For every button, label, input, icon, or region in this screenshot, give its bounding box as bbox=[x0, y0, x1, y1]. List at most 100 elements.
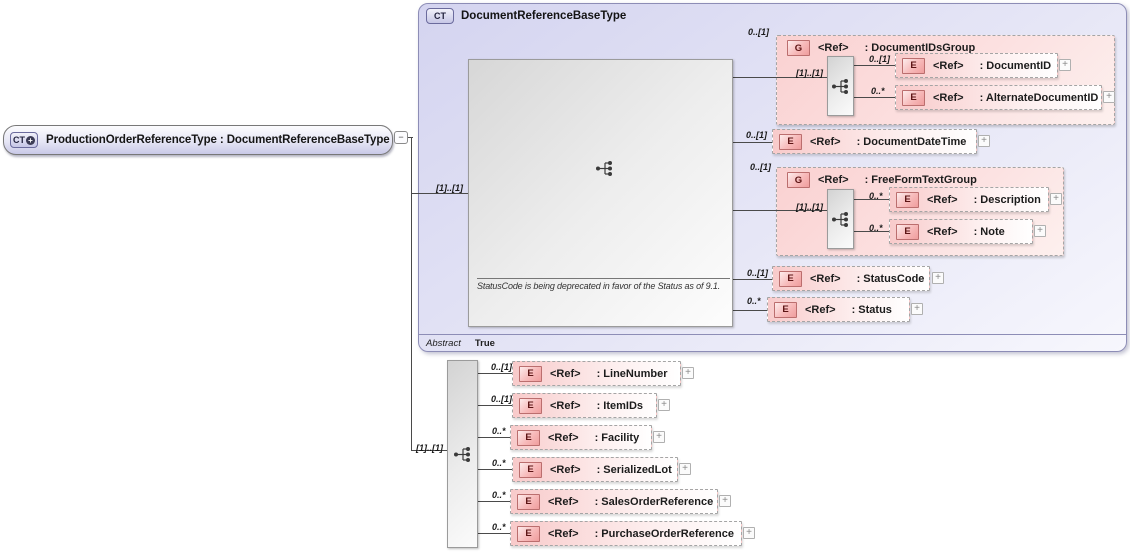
cardinality-label: 0..[1] bbox=[869, 54, 891, 64]
group-name: : DocumentIDsGroup bbox=[864, 42, 976, 54]
group-name: : FreeFormTextGroup bbox=[864, 174, 977, 186]
element-badge: E bbox=[517, 493, 540, 510]
element-name: : DocumentID bbox=[979, 59, 1052, 72]
element-purchase-order-reference[interactable]: E <Ref> : PurchaseOrderReference bbox=[510, 521, 742, 546]
expand-button[interactable]: + bbox=[911, 303, 923, 315]
ref-label: <Ref> bbox=[550, 463, 581, 476]
cardinality-label: 0..* bbox=[747, 296, 761, 306]
expand-button[interactable]: + bbox=[978, 135, 990, 147]
element-badge: E bbox=[902, 89, 925, 106]
element-status-code[interactable]: E <Ref> : StatusCode bbox=[772, 266, 930, 291]
expand-button[interactable]: + bbox=[679, 463, 691, 475]
cardinality-label: [1]..[1] bbox=[796, 68, 823, 78]
element-document-date-time[interactable]: E <Ref> : DocumentDateTime bbox=[772, 129, 977, 154]
cardinality-label: [1]..[1] bbox=[416, 443, 443, 453]
ref-label: <Ref> bbox=[550, 399, 581, 412]
connector-line bbox=[732, 210, 827, 211]
cardinality-label: 0..* bbox=[492, 522, 506, 532]
expand-button[interactable]: + bbox=[743, 527, 755, 539]
connector-line bbox=[854, 97, 895, 98]
element-note[interactable]: E <Ref> : Note bbox=[889, 219, 1033, 244]
cardinality-label: 0..[1] bbox=[746, 130, 768, 140]
expand-button[interactable]: + bbox=[682, 367, 694, 379]
element-badge: E bbox=[896, 223, 919, 240]
element-badge: E bbox=[896, 191, 919, 208]
expand-button[interactable]: + bbox=[1103, 91, 1115, 103]
element-name: : Note bbox=[973, 225, 1005, 238]
cardinality-label: 0..* bbox=[871, 86, 885, 96]
root-type-box[interactable]: CT + ProductionOrderReferenceType : Docum… bbox=[3, 125, 393, 155]
content-model-box[interactable]: StatusCode is being deprecated in favor … bbox=[468, 59, 733, 327]
sequence-compositor[interactable] bbox=[447, 360, 478, 548]
element-sales-order-reference[interactable]: E <Ref> : SalesOrderReference bbox=[510, 489, 718, 514]
expand-button[interactable]: + bbox=[932, 272, 944, 284]
connector-line bbox=[478, 437, 510, 438]
expand-button[interactable]: + bbox=[658, 399, 670, 411]
connector-line bbox=[854, 231, 889, 232]
element-document-id[interactable]: E <Ref> : DocumentID bbox=[895, 53, 1058, 78]
cardinality-label: [1]..[1] bbox=[436, 183, 463, 193]
connector-line bbox=[411, 137, 412, 451]
element-name: : SerializedLot bbox=[596, 463, 672, 476]
element-badge: E bbox=[779, 133, 802, 150]
facet-label: Abstract bbox=[426, 338, 461, 349]
element-badge: E bbox=[774, 301, 797, 318]
element-line-number[interactable]: E <Ref> : LineNumber bbox=[512, 361, 681, 386]
connector-line bbox=[732, 310, 768, 311]
ref-label: <Ref> bbox=[810, 272, 841, 285]
cardinality-label: 0..* bbox=[869, 223, 883, 233]
element-status[interactable]: E <Ref> : Status bbox=[767, 297, 910, 322]
plus-circle-icon: + bbox=[26, 135, 35, 145]
cardinality-label: 0..* bbox=[492, 490, 506, 500]
connector-line bbox=[478, 469, 512, 470]
ref-label: <Ref> bbox=[550, 367, 581, 380]
element-badge: E bbox=[519, 461, 542, 478]
element-alternate-document-id[interactable]: E <Ref> : AlternateDocumentID bbox=[895, 85, 1102, 110]
expand-button[interactable]: + bbox=[653, 431, 665, 443]
cardinality-label: 0..* bbox=[869, 191, 883, 201]
expand-button[interactable]: + bbox=[1050, 193, 1062, 205]
element-item-ids[interactable]: E <Ref> : ItemIDs bbox=[512, 393, 657, 418]
cardinality-label: 0..[1] bbox=[750, 162, 772, 172]
complex-type-icon: CT bbox=[426, 8, 454, 24]
ref-label: <Ref> bbox=[933, 91, 964, 104]
connector-line bbox=[408, 137, 413, 138]
connector-line bbox=[732, 77, 827, 78]
element-name: : Description bbox=[973, 193, 1041, 206]
connector-line bbox=[478, 533, 510, 534]
element-badge: E bbox=[519, 397, 542, 414]
group-header: G <Ref> : DocumentIDsGroup bbox=[777, 36, 1114, 56]
element-badge: E bbox=[517, 525, 540, 542]
element-name: : LineNumber bbox=[596, 367, 668, 380]
collapse-toggle[interactable]: − bbox=[394, 131, 408, 144]
ref-label: <Ref> bbox=[548, 495, 579, 508]
sequence-icon bbox=[596, 161, 612, 176]
complex-type-plus-icon: CT + bbox=[10, 132, 38, 148]
element-facility[interactable]: E <Ref> : Facility bbox=[510, 425, 652, 450]
sequence-compositor[interactable] bbox=[827, 56, 854, 116]
group-badge: G bbox=[787, 172, 810, 188]
element-name: : ItemIDs bbox=[596, 399, 644, 412]
expand-button[interactable]: + bbox=[1059, 59, 1071, 71]
expand-button[interactable]: + bbox=[719, 495, 731, 507]
element-name: : StatusCode bbox=[856, 272, 925, 285]
annotation-divider bbox=[477, 278, 730, 279]
ref-label: <Ref> bbox=[933, 59, 964, 72]
sequence-compositor[interactable] bbox=[827, 189, 854, 249]
connector-line bbox=[854, 65, 895, 66]
sequence-icon bbox=[831, 211, 848, 227]
ref-label: <Ref> bbox=[818, 174, 849, 186]
element-badge: E bbox=[779, 270, 802, 287]
sequence-icon bbox=[453, 446, 470, 462]
cardinality-label: 0..[1] bbox=[747, 268, 769, 278]
element-serialized-lot[interactable]: E <Ref> : SerializedLot bbox=[512, 457, 678, 482]
ref-label: <Ref> bbox=[548, 431, 579, 444]
element-description[interactable]: E <Ref> : Description bbox=[889, 187, 1049, 212]
ref-label: <Ref> bbox=[810, 135, 841, 148]
expand-button[interactable]: + bbox=[1034, 225, 1046, 237]
group-header: G <Ref> : FreeFormTextGroup bbox=[777, 168, 1063, 188]
root-type-title: ProductionOrderReferenceType : DocumentR… bbox=[46, 134, 390, 146]
element-badge: E bbox=[519, 365, 542, 382]
cardinality-label: [1]..[1] bbox=[796, 202, 823, 212]
